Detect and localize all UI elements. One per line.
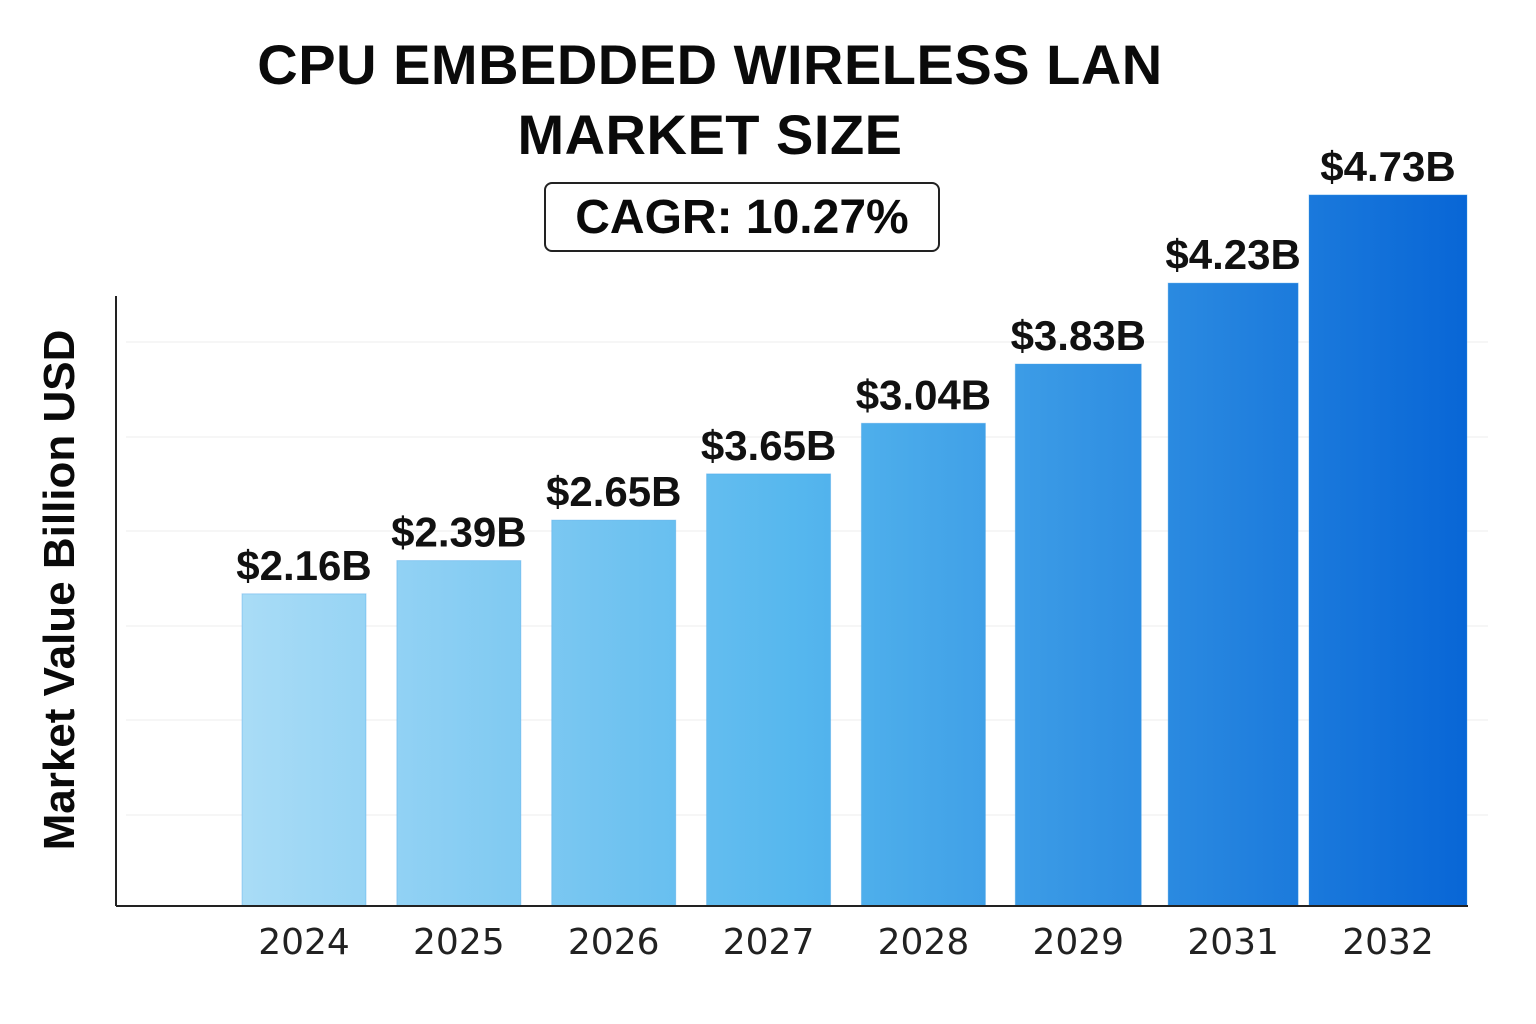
bar-2024 [241, 593, 367, 907]
x-tick-label: 2032 [1342, 922, 1434, 963]
bar-2027 [706, 473, 832, 907]
bar-value-label: $3.65B [701, 422, 836, 469]
bar-value-label: $4.73B [1320, 143, 1455, 190]
x-tick-label: 2026 [568, 922, 660, 963]
bar-value-label: $2.65B [546, 468, 681, 515]
bar-2025 [396, 560, 522, 907]
bar-2026 [551, 519, 677, 907]
x-tick-label: 2028 [878, 922, 970, 963]
x-tick-label: 2024 [258, 922, 350, 963]
bar-2028 [860, 422, 986, 907]
chart-title-line-2: MARKET SIZE [517, 103, 903, 166]
bar-2029 [1014, 363, 1142, 907]
bar-value-label: $2.39B [391, 509, 526, 556]
x-tick-label: 2029 [1032, 922, 1124, 963]
chart-title: CPU EMBEDDED WIRELESS LAN MARKET SIZE [0, 30, 1420, 170]
bar-value-label: $3.04B [856, 371, 991, 418]
bar-value-label: $2.16B [236, 542, 371, 589]
cagr-badge: CAGR: 10.27% [544, 182, 940, 252]
cagr-label: CAGR: 10.27% [575, 190, 909, 244]
chart-title-line-1: CPU EMBEDDED WIRELESS LAN [257, 33, 1163, 96]
bar-value-label: $4.23B [1165, 231, 1300, 278]
x-tick-label: 2027 [723, 922, 815, 963]
x-tick-label: 2031 [1187, 922, 1279, 963]
bar-2031 [1167, 282, 1299, 907]
bar-2032 [1308, 194, 1468, 907]
x-tick-label: 2025 [413, 922, 505, 963]
bar-value-label: $3.83B [1011, 312, 1146, 359]
